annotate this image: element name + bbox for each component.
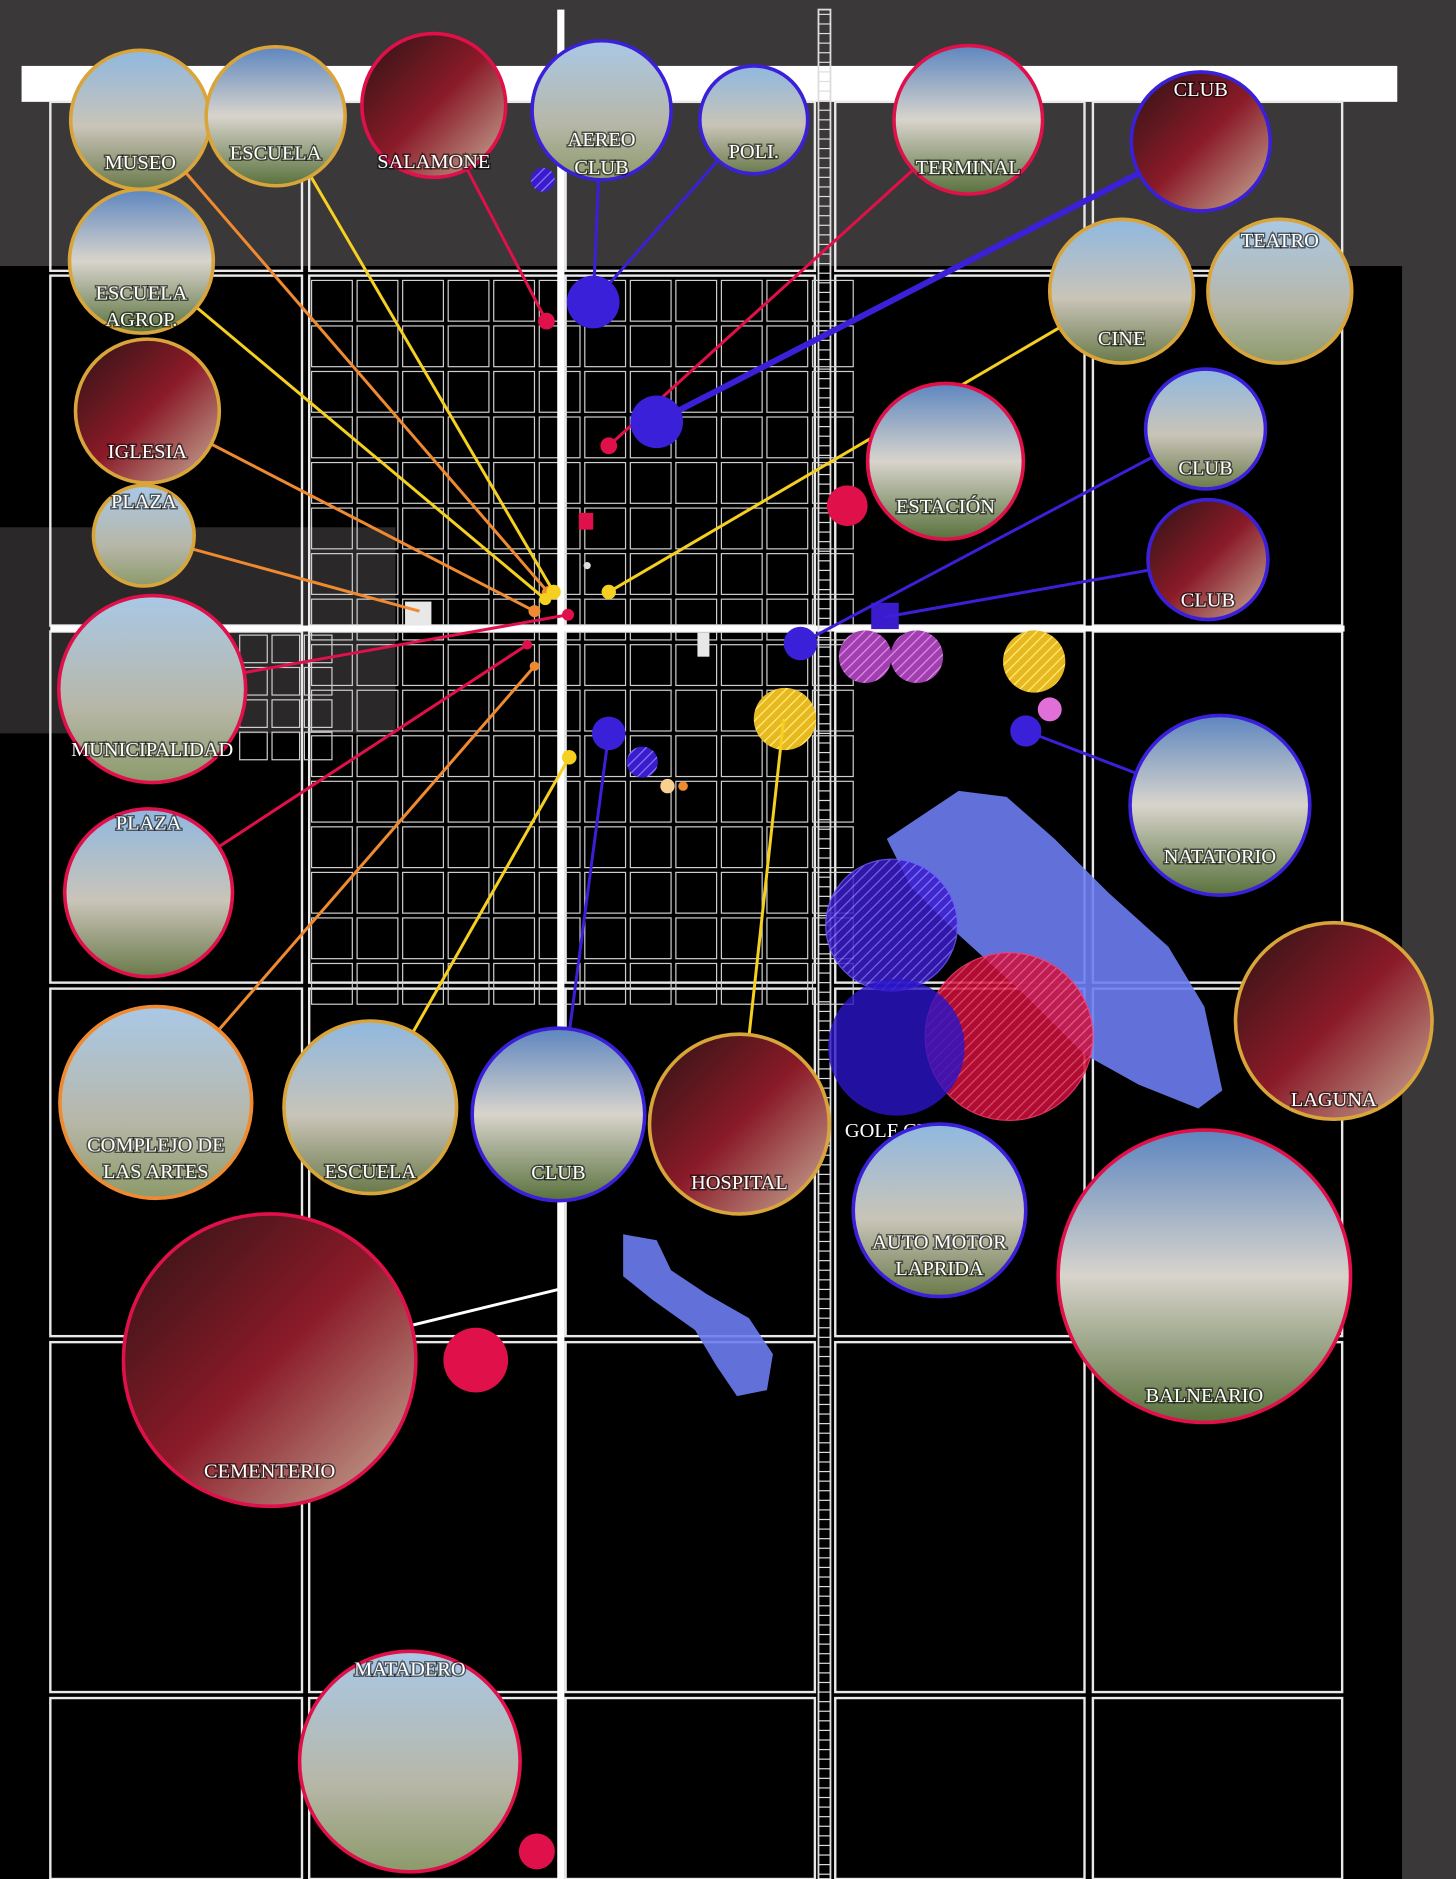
place-label: MUNICIPALIDAD — [71, 739, 233, 761]
place-label: ESTACIÓN — [896, 494, 995, 518]
point — [567, 276, 620, 329]
place-label: PLAZA — [111, 491, 177, 513]
place-photo — [206, 47, 345, 186]
point — [660, 779, 674, 793]
point — [630, 395, 683, 448]
place-label: AGROP. — [105, 309, 177, 331]
point — [530, 661, 540, 671]
place-label: AUTO MOTOR — [872, 1232, 1007, 1254]
point — [522, 640, 532, 650]
place-label: CINE — [1098, 328, 1146, 350]
place-label: CLUB — [531, 1162, 585, 1184]
point — [562, 750, 576, 764]
place-label: ESCUELA — [230, 142, 322, 164]
place-label: CLUB — [1174, 79, 1228, 101]
point — [678, 781, 688, 791]
place-label: ESCUELA — [96, 283, 188, 305]
place-photo — [1058, 1130, 1350, 1422]
place-label: PLAZA — [116, 812, 182, 834]
point — [602, 585, 616, 599]
point — [784, 627, 818, 661]
point — [600, 437, 617, 454]
place-label: AEREO — [568, 129, 636, 151]
point — [528, 605, 540, 617]
place-label: CLUB — [1178, 458, 1232, 480]
place-label: IGLESIA — [108, 441, 187, 463]
point — [1010, 715, 1041, 746]
place-label: LAGUNA — [1291, 1089, 1377, 1111]
place-label: COMPLEJO DE — [87, 1135, 224, 1157]
place-label: ESCUELA — [324, 1161, 416, 1183]
place-photo — [1130, 715, 1310, 895]
place-label: NATATORIO — [1164, 846, 1276, 868]
place-label: LAPRIDA — [895, 1258, 984, 1280]
place-label: CEMENTERIO — [204, 1461, 335, 1483]
place-label: LAS ARTES — [103, 1161, 209, 1183]
point — [584, 562, 591, 569]
place-label: CLUB — [574, 157, 628, 179]
point — [827, 485, 868, 526]
place-label: CLUB — [1181, 589, 1235, 611]
point — [539, 593, 551, 605]
point — [538, 313, 555, 330]
page: {"places":[ {"lines":["MUSEO"]}, {"lines… — [0, 0, 1456, 1879]
place-label: MATADERO — [354, 1658, 465, 1680]
place-label: TEATRO — [1241, 230, 1319, 252]
point — [443, 1328, 508, 1393]
place-label: SALAMONE — [377, 151, 490, 173]
place-label: POLI. — [729, 141, 779, 163]
map: MUSEO ESCUELA SALAMONE AEREO CLUB POLI. TERMIN… — [0, 0, 1456, 1879]
point — [592, 717, 626, 751]
place-label: MUSEO — [105, 152, 176, 174]
place-label: BALNEARIO — [1146, 1385, 1264, 1407]
place-label: TERMINAL — [916, 157, 1021, 179]
point — [562, 609, 574, 621]
place-photo — [300, 1651, 520, 1871]
point — [519, 1833, 555, 1869]
place-label: HOSPITAL — [691, 1172, 788, 1194]
